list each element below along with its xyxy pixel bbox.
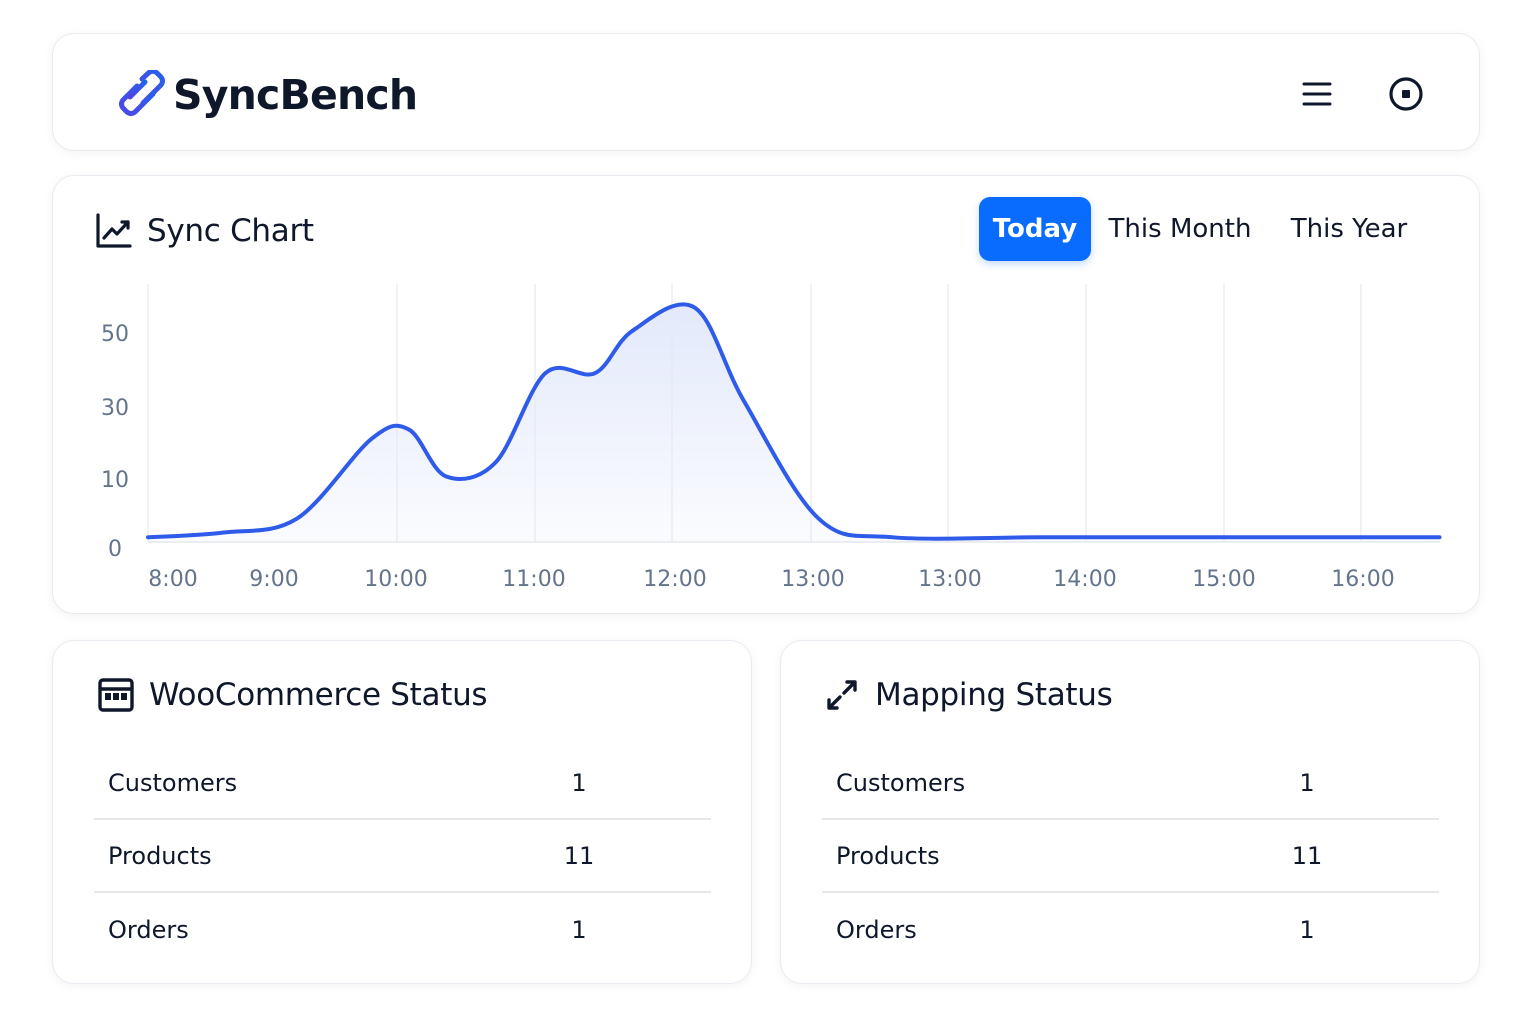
chart-title-group: Sync Chart — [95, 212, 314, 250]
table-row: Customers 1 — [822, 747, 1439, 820]
chart-data-point — [444, 474, 448, 478]
trend-chart-icon — [95, 212, 133, 250]
table-row: Orders 1 — [822, 893, 1439, 966]
y-tick-label: 50 — [101, 322, 129, 347]
row-label: Customers — [836, 768, 966, 797]
y-tick-label: 0 — [108, 537, 122, 562]
row-label: Orders — [836, 915, 917, 944]
chart-data-point — [1189, 535, 1193, 539]
mapping-title-group: Mapping Status — [823, 676, 1113, 714]
expand-arrows-icon — [823, 676, 861, 714]
chart-data-point — [630, 329, 634, 333]
chart-data-point — [891, 535, 895, 539]
menu-button[interactable] — [1295, 72, 1339, 116]
x-tick-label: 15:00 — [1192, 567, 1255, 592]
chart-data-point — [1438, 535, 1442, 539]
x-tick-label: 11:00 — [502, 567, 565, 592]
mapping-status-card: Mapping Status Customers 1 Products 11 O… — [780, 640, 1480, 984]
chart-data-point — [593, 371, 597, 375]
chart-title: Sync Chart — [147, 213, 314, 249]
chart-data-point — [370, 437, 374, 441]
brand[interactable]: SyncBench — [115, 70, 418, 120]
y-tick-label: 30 — [101, 396, 129, 421]
row-value: 11 — [563, 841, 595, 870]
sync-chart-card: Sync Chart Today This Month This Year 0 1… — [52, 175, 1480, 614]
tab-this-year[interactable]: This Year — [1290, 214, 1408, 244]
x-tick-label: 9:00 — [249, 567, 298, 592]
store-icon — [97, 676, 135, 714]
chart-data-point — [817, 517, 821, 521]
chart-data-point — [295, 517, 299, 521]
chart-data-point — [146, 535, 150, 539]
chart-data-point — [1338, 535, 1342, 539]
chart-data-point — [742, 399, 746, 403]
tab-today[interactable]: Today — [979, 197, 1091, 261]
mapping-table: Customers 1 Products 11 Orders 1 — [822, 747, 1439, 966]
syncbench-logo-icon — [119, 70, 165, 116]
x-tick-label: 10:00 — [364, 567, 427, 592]
x-tick-label: 13:00 — [781, 567, 844, 592]
chart-data-point — [1040, 535, 1044, 539]
table-row: Customers 1 — [94, 747, 711, 820]
table-row: Products 11 — [94, 820, 711, 893]
chart-data-point — [692, 305, 696, 309]
x-tick-label: 13:00 — [918, 567, 981, 592]
row-value: 1 — [571, 768, 587, 797]
x-tick-label: 8:00 — [148, 567, 197, 592]
row-value: 1 — [1299, 768, 1315, 797]
period-tabs: Today This Month This Year — [979, 197, 1429, 261]
row-value: 1 — [571, 915, 587, 944]
power-button[interactable] — [1384, 72, 1428, 116]
row-label: Products — [836, 841, 940, 870]
chart-data-point — [407, 427, 411, 431]
chart-data-point — [543, 371, 547, 375]
hamburger-menu-icon — [1302, 82, 1332, 106]
chart-data-point — [494, 460, 498, 464]
table-row: Products 11 — [822, 820, 1439, 893]
app-header: SyncBench — [52, 33, 1480, 151]
mapping-title: Mapping Status — [875, 677, 1113, 713]
x-tick-label: 16:00 — [1331, 567, 1394, 592]
row-label: Products — [108, 841, 212, 870]
woocommerce-table: Customers 1 Products 11 Orders 1 — [94, 747, 711, 966]
row-value: 11 — [1291, 841, 1323, 870]
circle-stop-icon — [1389, 77, 1423, 111]
woocommerce-title: WooCommerce Status — [149, 677, 488, 713]
app-name: SyncBench — [173, 71, 418, 119]
woocommerce-status-card: WooCommerce Status Customers 1 Products … — [52, 640, 752, 984]
y-tick-label: 10 — [101, 468, 129, 493]
tab-this-month[interactable]: This Month — [1108, 214, 1252, 244]
row-label: Orders — [108, 915, 189, 944]
sync-chart: 0 10 30 50 8:00 9:00 10:00 11:00 12:00 13:00 13:00… — [101, 284, 1442, 592]
row-label: Customers — [108, 768, 238, 797]
table-row: Orders 1 — [94, 893, 711, 966]
chart-data-point — [221, 531, 225, 535]
x-tick-label: 14:00 — [1053, 567, 1116, 592]
row-value: 1 — [1299, 915, 1315, 944]
chart-area-fill — [148, 304, 1440, 542]
chart-series-line — [146, 302, 1442, 541]
x-tick-label: 12:00 — [643, 567, 706, 592]
woocommerce-title-group: WooCommerce Status — [97, 676, 488, 714]
